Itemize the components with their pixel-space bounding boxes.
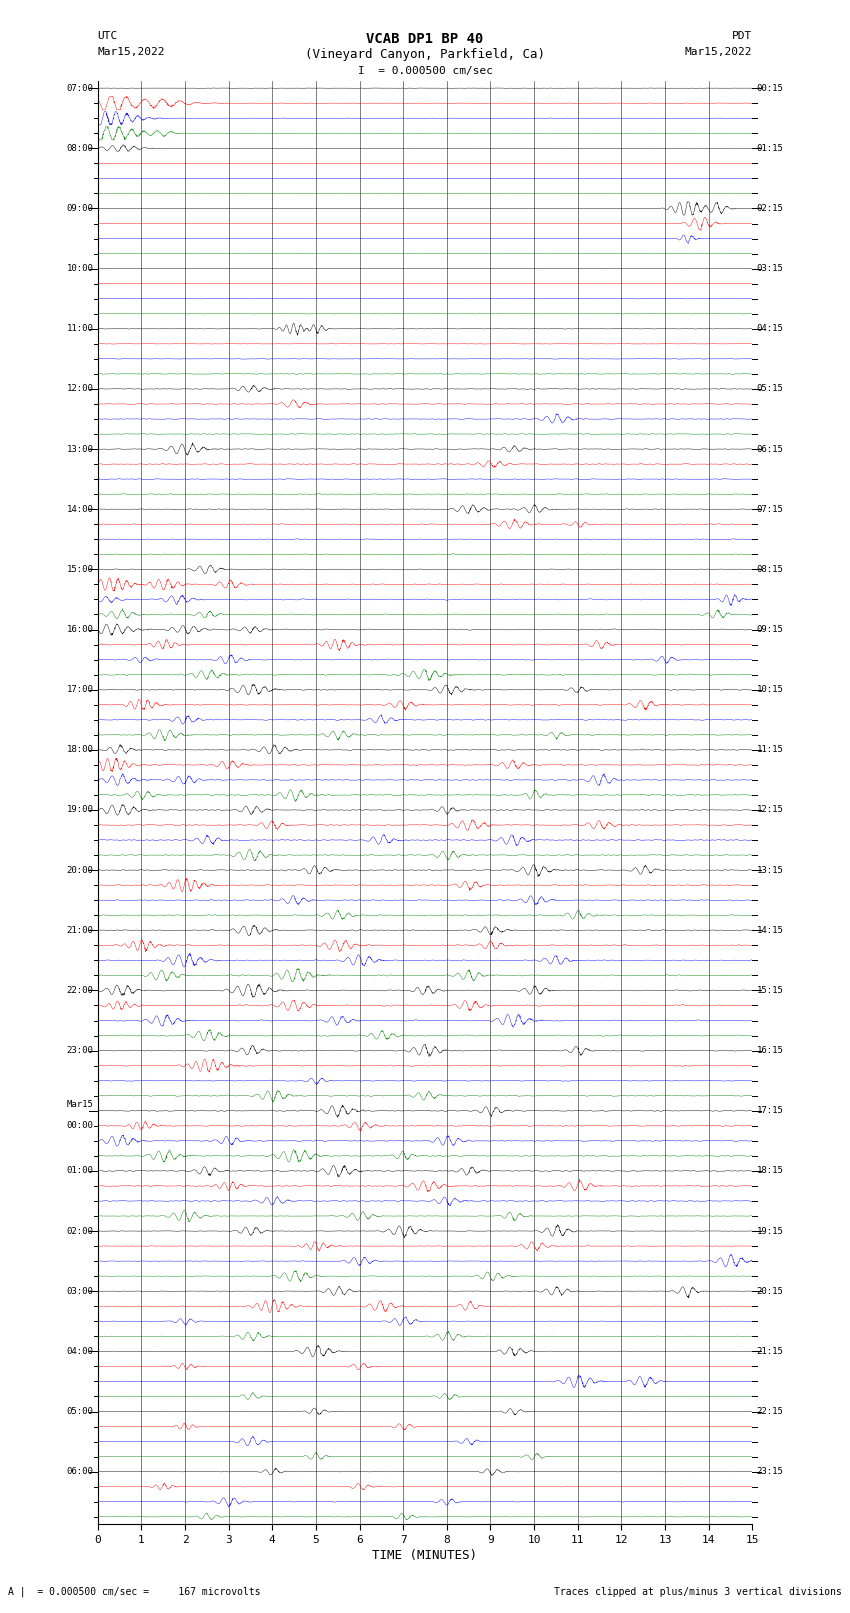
Text: 01:00: 01:00 (66, 1166, 94, 1176)
Text: 02:15: 02:15 (756, 203, 784, 213)
Text: 07:00: 07:00 (66, 84, 94, 92)
Text: 18:15: 18:15 (756, 1166, 784, 1176)
Text: 00:15: 00:15 (756, 84, 784, 92)
Text: 01:15: 01:15 (756, 144, 784, 153)
Text: 22:15: 22:15 (756, 1407, 784, 1416)
Text: 06:00: 06:00 (66, 1468, 94, 1476)
Text: 23:15: 23:15 (756, 1468, 784, 1476)
Text: 13:00: 13:00 (66, 445, 94, 453)
Text: Mar15,2022: Mar15,2022 (685, 47, 752, 56)
Text: 14:00: 14:00 (66, 505, 94, 513)
Text: 15:00: 15:00 (66, 565, 94, 574)
Text: 17:15: 17:15 (756, 1107, 784, 1115)
Text: 11:15: 11:15 (756, 745, 784, 755)
Text: 15:15: 15:15 (756, 986, 784, 995)
Text: 08:00: 08:00 (66, 144, 94, 153)
Text: Mar15,2022: Mar15,2022 (98, 47, 165, 56)
Text: UTC: UTC (98, 31, 118, 40)
Text: A |  = 0.000500 cm/sec =     167 microvolts: A | = 0.000500 cm/sec = 167 microvolts (8, 1586, 261, 1597)
Text: (Vineyard Canyon, Parkfield, Ca): (Vineyard Canyon, Parkfield, Ca) (305, 48, 545, 61)
Text: 16:15: 16:15 (756, 1047, 784, 1055)
X-axis label: TIME (MINUTES): TIME (MINUTES) (372, 1548, 478, 1561)
Text: 03:15: 03:15 (756, 265, 784, 273)
Text: 22:00: 22:00 (66, 986, 94, 995)
Text: 21:00: 21:00 (66, 926, 94, 936)
Text: 23:00: 23:00 (66, 1047, 94, 1055)
Text: 19:15: 19:15 (756, 1226, 784, 1236)
Text: 17:00: 17:00 (66, 686, 94, 694)
Text: 05:00: 05:00 (66, 1407, 94, 1416)
Text: 03:00: 03:00 (66, 1287, 94, 1295)
Text: 07:15: 07:15 (756, 505, 784, 513)
Text: 13:15: 13:15 (756, 866, 784, 874)
Text: 09:00: 09:00 (66, 203, 94, 213)
Text: 08:15: 08:15 (756, 565, 784, 574)
Text: 16:00: 16:00 (66, 624, 94, 634)
Text: Mar15: Mar15 (66, 1100, 94, 1108)
Text: 10:15: 10:15 (756, 686, 784, 694)
Text: 18:00: 18:00 (66, 745, 94, 755)
Text: 05:15: 05:15 (756, 384, 784, 394)
Text: 14:15: 14:15 (756, 926, 784, 936)
Text: 12:00: 12:00 (66, 384, 94, 394)
Text: 20:15: 20:15 (756, 1287, 784, 1295)
Text: 12:15: 12:15 (756, 805, 784, 815)
Text: 19:00: 19:00 (66, 805, 94, 815)
Text: 20:00: 20:00 (66, 866, 94, 874)
Text: VCAB DP1 BP 40: VCAB DP1 BP 40 (366, 32, 484, 47)
Text: 21:15: 21:15 (756, 1347, 784, 1357)
Text: 09:15: 09:15 (756, 624, 784, 634)
Text: 11:00: 11:00 (66, 324, 94, 334)
Text: Traces clipped at plus/minus 3 vertical divisions: Traces clipped at plus/minus 3 vertical … (553, 1587, 842, 1597)
Text: PDT: PDT (732, 31, 752, 40)
Text: 04:00: 04:00 (66, 1347, 94, 1357)
Text: 06:15: 06:15 (756, 445, 784, 453)
Text: 02:00: 02:00 (66, 1226, 94, 1236)
Text: I  = 0.000500 cm/sec: I = 0.000500 cm/sec (358, 66, 492, 76)
Text: 10:00: 10:00 (66, 265, 94, 273)
Text: 04:15: 04:15 (756, 324, 784, 334)
Text: 00:00: 00:00 (66, 1121, 94, 1131)
